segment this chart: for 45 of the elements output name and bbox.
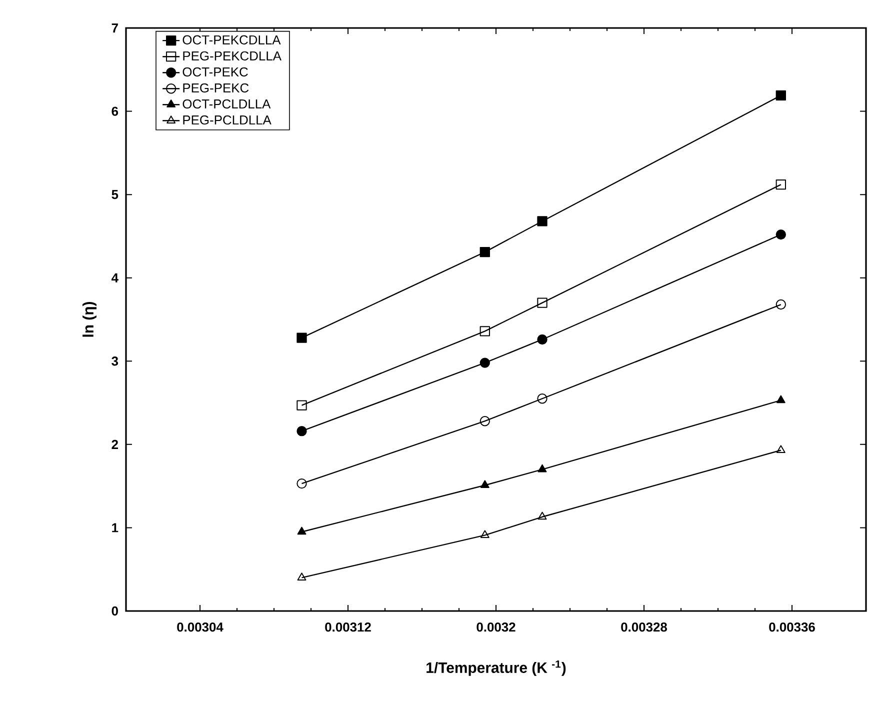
point: [480, 480, 490, 488]
point: [776, 229, 786, 240]
point: [776, 90, 786, 101]
legend-label: OCT-PEKC: [182, 67, 248, 77]
point: [776, 445, 786, 454]
point: [776, 299, 786, 310]
point: [480, 530, 490, 538]
point: [480, 246, 490, 258]
y-tick-label: 2: [112, 440, 118, 449]
legend-label: PEG-PCLDLLA: [183, 115, 272, 125]
y-tick-label: 6: [112, 106, 118, 116]
legend-label: PEG-PEKC: [183, 83, 249, 93]
point: [537, 216, 548, 226]
point: [296, 478, 307, 489]
x-tick-label: 0.00312: [325, 622, 371, 632]
point: [296, 426, 307, 436]
point: [296, 332, 307, 343]
x-axis-title: 1/Temperature (K $^{-1}$): [426, 660, 566, 676]
point: [297, 526, 306, 535]
y-tick-label: 4: [111, 273, 118, 282]
y-tick-label: 3: [112, 356, 118, 366]
point: [537, 334, 548, 345]
point: [538, 464, 547, 472]
x-tick-label: 0.00328: [621, 622, 668, 632]
point: [776, 179, 786, 190]
x-tick-label: 0.00336: [769, 622, 815, 632]
y-tick-label: 0: [112, 606, 118, 616]
y-axis-title: ln (η): [82, 302, 96, 337]
point: [537, 394, 548, 404]
legend-label: OCT-PEKCDLLA: [182, 35, 281, 44]
legend-label: OCT-PCLDLLA: [182, 99, 271, 109]
x-tick-label: 0.00304: [177, 622, 224, 632]
y-tick-label: 7: [112, 24, 118, 32]
point: [480, 326, 490, 336]
point: [296, 400, 307, 410]
y-tick-label: 1: [112, 523, 118, 532]
point: [480, 416, 490, 426]
y-tick-label: 5: [112, 190, 118, 200]
legend-label: PEG-PEKCDLLA: [183, 51, 282, 60]
point: [776, 395, 786, 404]
point: [297, 572, 306, 580]
point: [538, 512, 547, 520]
point: [537, 298, 548, 308]
x-tick-label: 0.0032: [476, 622, 516, 632]
point: [480, 358, 490, 368]
